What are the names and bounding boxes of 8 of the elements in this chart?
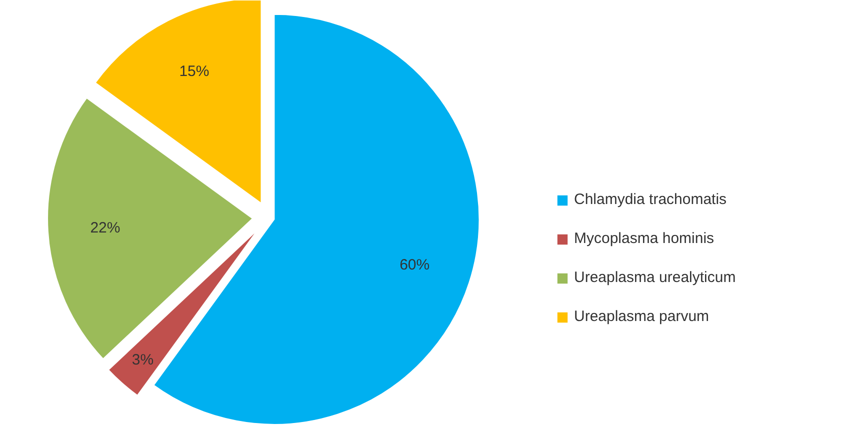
legend-label: Ureaplasma urealyticum <box>574 269 736 286</box>
data-label: 15% <box>179 63 210 80</box>
data-label: 3% <box>132 352 154 369</box>
data-label: 60% <box>400 256 430 274</box>
legend-label: Chlamydia trachomatis <box>574 191 727 208</box>
legend-label: Ureaplasma parvum <box>574 308 710 325</box>
data-label: 22% <box>90 219 120 236</box>
legend-label: Mycoplasma hominis <box>574 230 714 247</box>
